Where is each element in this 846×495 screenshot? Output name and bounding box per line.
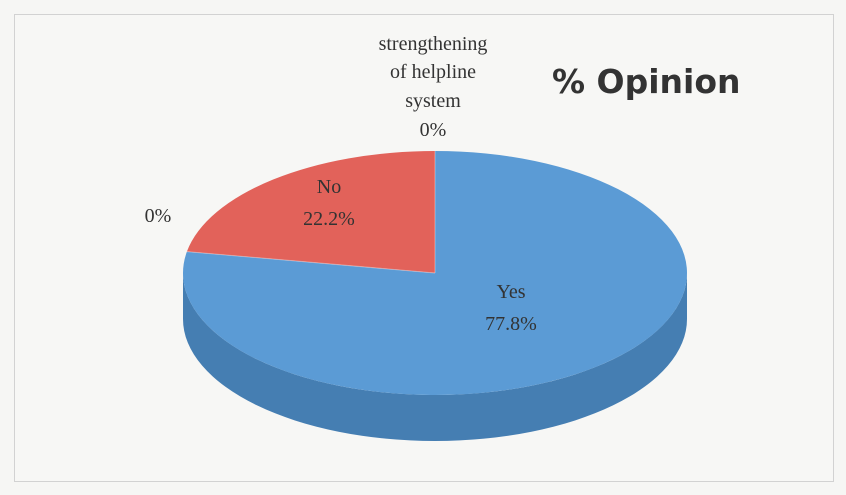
slice-label-yes-value: 77.8%	[485, 313, 537, 335]
pie-separator-left	[186, 251, 436, 274]
pie-slice-yes-side	[183, 273, 687, 441]
slice-label-strengthening-line3: system	[405, 90, 461, 112]
chart-title: % Opinion	[552, 62, 741, 101]
slice-label-no-value: 22.2%	[303, 208, 355, 230]
slice-label-strengthening-line1: strengthening	[379, 33, 488, 55]
pie-slice-yes	[183, 151, 688, 395]
slice-label-strengthening-value: 0%	[420, 119, 447, 141]
slice-label-yes-name: Yes	[496, 281, 525, 303]
pie-slice-no	[186, 151, 435, 273]
slice-label-no-name: No	[317, 176, 341, 198]
pie-side-shade	[183, 273, 687, 441]
pie-slices	[183, 151, 688, 441]
slice-label-strengthening-line2: of helpline	[390, 61, 476, 83]
slice-label-unnamed-value: 0%	[145, 205, 172, 227]
